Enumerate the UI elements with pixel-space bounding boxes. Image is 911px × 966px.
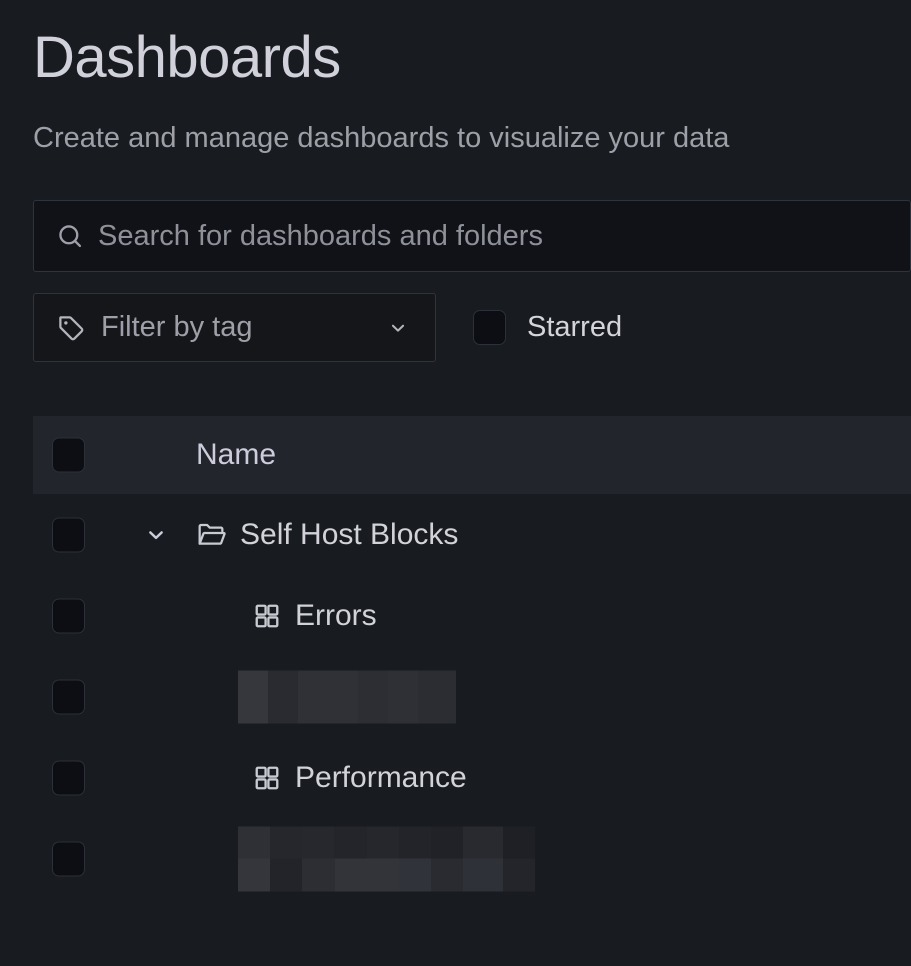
table-row: Self Host Blocks xyxy=(33,494,911,575)
table-row: Errors xyxy=(33,575,911,656)
redacted-pixels xyxy=(238,858,535,891)
redacted-dashboard-link[interactable] xyxy=(238,670,456,723)
table-row xyxy=(33,818,911,899)
starred-checkbox[interactable] xyxy=(473,310,506,345)
column-header-name: Name xyxy=(196,438,277,471)
table-header-row: Name xyxy=(33,416,911,494)
starred-label: Starred xyxy=(527,311,623,343)
tag-filter-dropdown[interactable]: Filter by tag xyxy=(33,293,436,362)
search-icon xyxy=(56,222,84,250)
folder-link[interactable]: Self Host Blocks xyxy=(240,517,459,551)
folder-open-icon xyxy=(195,519,227,551)
row-checkbox[interactable] xyxy=(52,841,85,876)
row-checkbox[interactable] xyxy=(52,679,85,714)
chevron-down-icon[interactable] xyxy=(143,522,169,548)
table-row xyxy=(33,656,911,737)
tag-filter-label: Filter by tag xyxy=(101,311,253,343)
redacted-dashboard-link[interactable] xyxy=(238,826,535,891)
dashboard-link[interactable]: Errors xyxy=(295,598,377,632)
row-checkbox[interactable] xyxy=(52,598,85,633)
dashboard-link[interactable]: Performance xyxy=(295,760,467,794)
page-subtitle: Create and manage dashboards to visualiz… xyxy=(33,122,730,154)
table-row: Performance xyxy=(33,737,911,818)
search-input[interactable] xyxy=(34,201,910,271)
row-checkbox[interactable] xyxy=(52,760,85,795)
tag-icon xyxy=(56,313,86,343)
select-all-checkbox[interactable] xyxy=(52,437,85,473)
chevron-down-icon xyxy=(389,319,407,337)
page-title: Dashboards xyxy=(33,25,341,90)
redacted-pixels xyxy=(238,826,535,858)
apps-icon xyxy=(253,764,281,792)
apps-icon xyxy=(253,602,281,630)
row-checkbox[interactable] xyxy=(52,517,85,552)
search-bar xyxy=(33,200,911,272)
dashboards-table: Name Self Host Blocks Error xyxy=(33,416,911,899)
starred-filter[interactable]: Starred xyxy=(473,293,622,362)
